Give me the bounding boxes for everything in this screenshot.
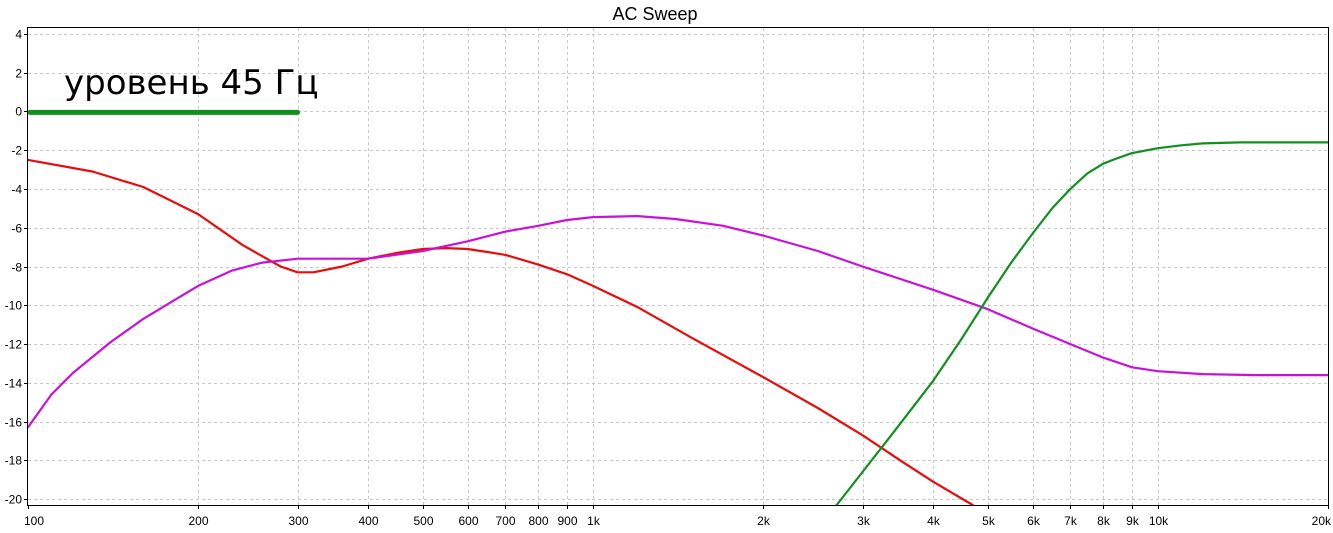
y-tick-label: -10	[5, 299, 23, 313]
x-tick-label: 200	[188, 514, 208, 528]
y-tick-label: 4	[15, 28, 22, 42]
x-tick-label: 2k	[757, 514, 771, 528]
y-tick-label: -4	[11, 183, 22, 197]
x-tick-label: 500	[413, 514, 433, 528]
y-tick-label: -2	[11, 144, 22, 158]
y-tick-label: 0	[15, 105, 22, 119]
x-tick-label: 900	[557, 514, 577, 528]
x-tick-label: 10k	[1149, 514, 1169, 528]
series-line-2	[26, 215, 1330, 429]
axis-ticks: 100 200 300 400 500 600 700 800 900 1k 2k 3k 4k 5k 6k 7…	[5, 28, 1332, 529]
x-tick-label: 5k	[982, 514, 996, 528]
y-tick-label: 2	[15, 67, 22, 81]
x-tick-label: 7k	[1064, 514, 1078, 528]
y-tick-label: -18	[5, 454, 23, 468]
chart-title: AC Sweep	[612, 4, 697, 24]
plot-series	[26, 141, 1330, 507]
annotation-group: уровень 45 Гц	[27, 63, 319, 115]
y-tick-label: -12	[5, 338, 23, 352]
y-tick-label: -8	[11, 261, 22, 275]
series-line-3	[835, 141, 1330, 507]
y-tick-label: -16	[5, 416, 23, 430]
y-tick-label: -20	[5, 493, 23, 507]
x-tick-label: 300	[288, 514, 308, 528]
x-tick-label: 100	[24, 514, 44, 528]
x-tick-label: 6k	[1027, 514, 1041, 528]
x-tick-label: 20k	[1312, 514, 1332, 528]
x-tick-label: 400	[358, 514, 378, 528]
x-tick-label: 800	[528, 514, 548, 528]
x-tick-label: 9k	[1126, 514, 1140, 528]
x-tick-label: 4k	[927, 514, 941, 528]
x-tick-label: 1k	[587, 514, 601, 528]
annotation-label: уровень 45 Гц	[64, 63, 319, 103]
x-tick-label: 8k	[1097, 514, 1111, 528]
y-tick-label: -14	[5, 377, 23, 391]
x-tick-label: 600	[458, 514, 478, 528]
x-tick-label: 700	[495, 514, 515, 528]
x-tick-label: 3k	[857, 514, 871, 528]
y-tick-label: -6	[11, 222, 22, 236]
plot-frame	[27, 27, 1329, 506]
series-line-1	[26, 158, 974, 507]
